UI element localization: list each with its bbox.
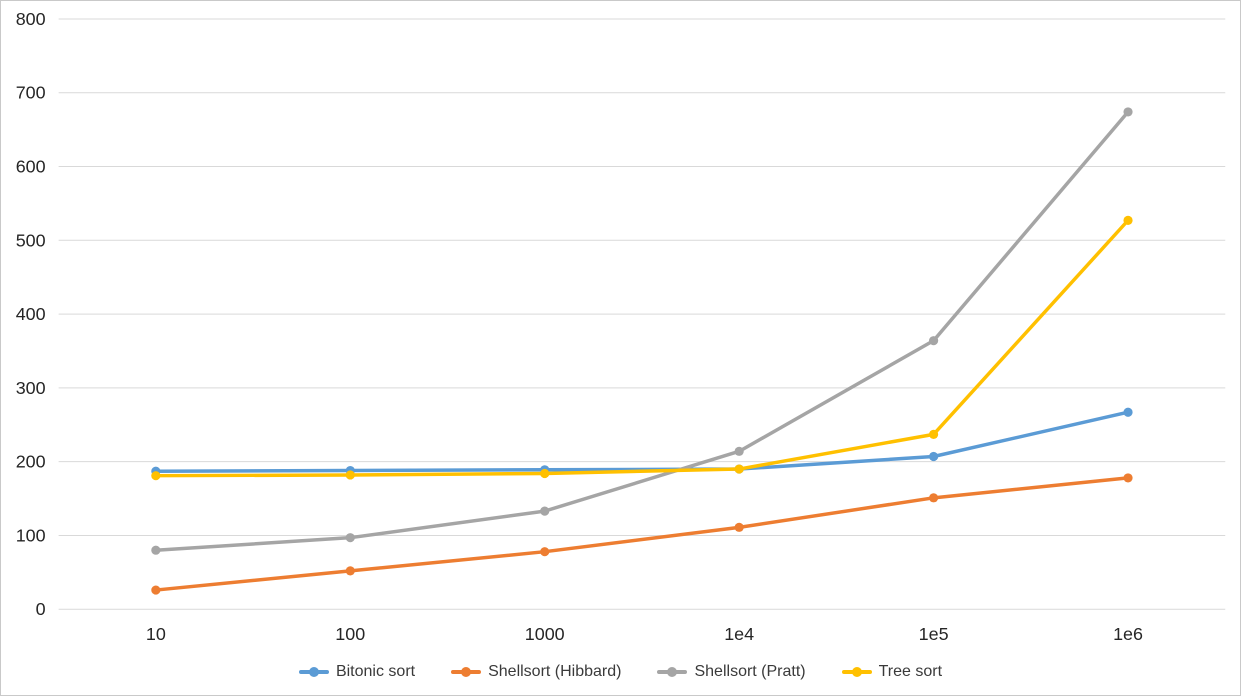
- y-tick-label: 400: [16, 304, 46, 324]
- data-point[interactable]: [540, 468, 550, 479]
- series-line-shellsort-pratt-[interactable]: [154, 110, 1130, 552]
- data-point[interactable]: [540, 547, 550, 557]
- legend-marker-icon: [451, 667, 482, 677]
- series-line-shellsort-hibbard-[interactable]: [154, 476, 1130, 592]
- legend-marker-icon: [841, 667, 872, 677]
- legend-label: Tree sort: [878, 663, 943, 680]
- legend-item-bitonic-sort[interactable]: Bitonic sort: [298, 663, 416, 680]
- data-point[interactable]: [540, 506, 550, 516]
- data-point[interactable]: [151, 585, 161, 595]
- y-tick-label: 0: [36, 599, 46, 619]
- y-tick-label: 200: [16, 452, 46, 472]
- legend-marker-icon: [657, 667, 688, 677]
- x-tick-label: 10: [146, 624, 166, 644]
- x-tick-label: 1e6: [1113, 624, 1143, 644]
- data-point[interactable]: [1123, 473, 1133, 483]
- legend: Bitonic sort Shellsort (Hibbard) Shellso…: [1, 661, 1240, 683]
- data-point[interactable]: [1123, 107, 1133, 117]
- legend-item-shellsort-pratt[interactable]: Shellsort (Pratt): [657, 663, 806, 680]
- x-tick-label: 1000: [525, 624, 565, 644]
- data-point[interactable]: [929, 336, 939, 346]
- x-tick-label: 100: [335, 624, 365, 644]
- legend-label: Shellsort (Pratt): [694, 663, 806, 680]
- y-tick-label: 100: [16, 525, 46, 545]
- data-point[interactable]: [345, 566, 355, 576]
- data-point[interactable]: [345, 533, 355, 543]
- legend-label: Shellsort (Hibbard): [488, 663, 622, 680]
- y-tick-label: 600: [16, 157, 46, 177]
- data-point[interactable]: [929, 493, 939, 503]
- legend-item-tree-sort[interactable]: Tree sort: [841, 663, 943, 680]
- legend-marker-icon: [298, 667, 329, 677]
- data-point[interactable]: [151, 471, 161, 481]
- data-point[interactable]: [345, 470, 355, 480]
- series-line-bitonic-sort[interactable]: [154, 410, 1130, 474]
- data-point[interactable]: [929, 451, 939, 462]
- data-point[interactable]: [734, 464, 744, 474]
- y-tick-label: 300: [16, 378, 46, 398]
- data-point[interactable]: [734, 446, 744, 456]
- legend-item-shellsort-hibbard[interactable]: Shellsort (Hibbard): [451, 664, 621, 680]
- data-point[interactable]: [1123, 215, 1133, 225]
- y-tick-label: 700: [16, 83, 46, 103]
- series-line-tree-sort[interactable]: [154, 218, 1130, 478]
- legend-label: Bitonic sort: [335, 663, 416, 680]
- data-point[interactable]: [1123, 407, 1133, 417]
- x-tick-label: 1e5: [919, 624, 949, 644]
- data-point[interactable]: [151, 545, 161, 555]
- y-tick-label: 800: [16, 9, 46, 29]
- x-tick-label: 1e4: [724, 624, 754, 644]
- y-tick-label: 500: [16, 230, 46, 250]
- data-point[interactable]: [929, 429, 939, 439]
- data-point[interactable]: [734, 522, 744, 532]
